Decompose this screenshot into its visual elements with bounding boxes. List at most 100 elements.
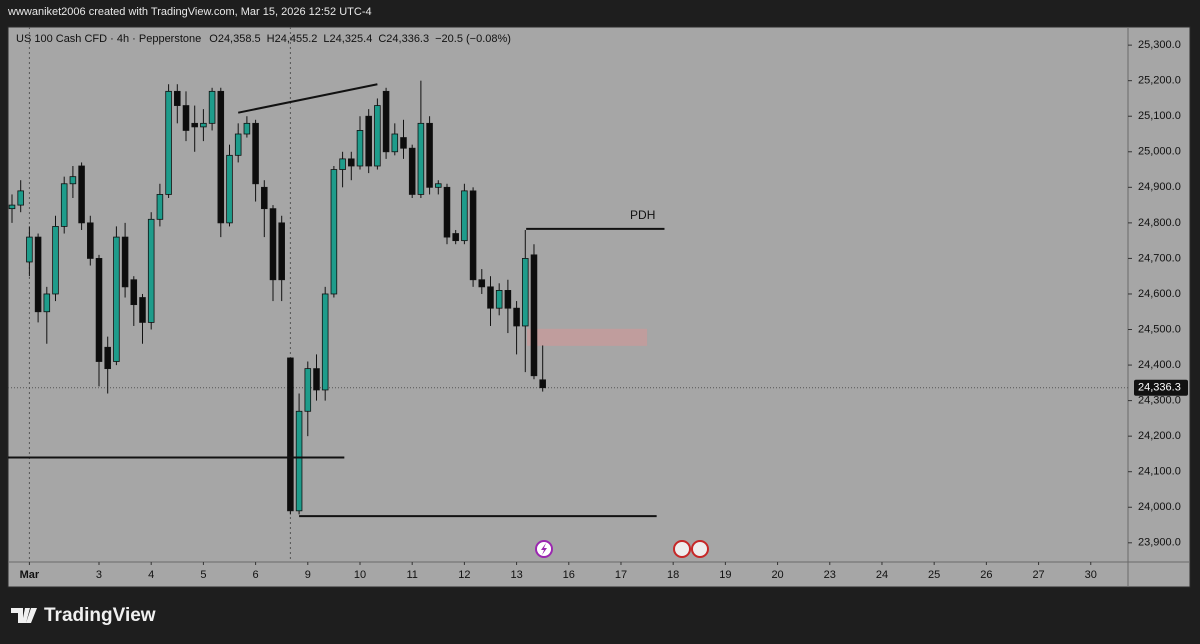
- y-tick-label: 24,500.0: [1138, 323, 1181, 335]
- legend-value: −20.5 (−0.08%): [435, 33, 511, 45]
- x-tick-label: 20: [771, 569, 783, 581]
- y-tick-label: 25,200.0: [1138, 75, 1181, 87]
- x-tick-label: 4: [148, 569, 154, 581]
- x-tick-label: 18: [667, 569, 679, 581]
- legend-value: C24,336.3: [378, 33, 429, 45]
- legend-value: H24,455.2: [267, 33, 318, 45]
- candle-body: [478, 279, 486, 288]
- candle-body: [208, 90, 216, 124]
- candle-body: [34, 236, 42, 313]
- x-tick-label: 9: [305, 569, 311, 581]
- candle-body: [191, 122, 198, 128]
- x-tick-label: 11: [406, 569, 417, 581]
- y-tick-label: 25,300.0: [1138, 39, 1181, 51]
- candle-body: [69, 176, 77, 185]
- candle-body: [226, 154, 233, 224]
- candle-body: [374, 105, 381, 167]
- candle-body: [104, 346, 111, 370]
- legend-value: L24,325.4: [323, 33, 372, 45]
- candle-body: [487, 286, 494, 309]
- candle-body: [356, 130, 364, 167]
- candle-body: [130, 279, 138, 306]
- candle-body: [330, 169, 338, 295]
- candle-body: [321, 293, 329, 391]
- y-tick-label: 24,300.0: [1138, 395, 1181, 407]
- x-tick-label: 16: [563, 569, 575, 581]
- x-tick-label: 13: [510, 569, 522, 581]
- candle-body: [139, 297, 146, 323]
- candle-body: [365, 115, 372, 167]
- candle-body: [147, 218, 155, 323]
- y-tick-label: 25,100.0: [1138, 110, 1181, 122]
- candle-body: [252, 122, 259, 185]
- candle-body: [313, 368, 320, 391]
- candle-body: [295, 410, 303, 512]
- candle-body: [8, 204, 16, 210]
- candle-body: [348, 158, 355, 167]
- candle-body: [17, 190, 24, 206]
- y-tick-label: 23,900.0: [1138, 537, 1181, 549]
- candle-body: [426, 122, 433, 188]
- drawn-line: [237, 83, 378, 114]
- x-tick-label: 25: [928, 569, 940, 581]
- x-tick-label: 26: [980, 569, 992, 581]
- y-tick-label: 25,000.0: [1138, 146, 1181, 158]
- candle-body: [243, 122, 251, 135]
- candle-body: [339, 158, 346, 170]
- candle-body: [87, 222, 94, 259]
- y-tick-label: 24,900.0: [1138, 181, 1181, 193]
- candle-body: [539, 379, 546, 389]
- x-tick-label: 17: [615, 569, 627, 581]
- candle-body: [530, 254, 538, 377]
- y-tick-label: 24,400.0: [1138, 359, 1181, 371]
- candle-body: [234, 133, 242, 156]
- candle-body: [165, 90, 172, 195]
- candle-body: [269, 208, 277, 281]
- candle-body: [121, 236, 129, 288]
- candle-body: [174, 90, 181, 106]
- x-tick-label: 19: [719, 569, 731, 581]
- x-tick-label: 6: [253, 569, 259, 581]
- candle-body: [382, 90, 390, 153]
- candle-body: [452, 233, 459, 242]
- candle-body: [43, 293, 51, 313]
- y-tick-label: 24,200.0: [1138, 430, 1181, 442]
- x-tick-label: 5: [200, 569, 206, 581]
- x-tick-label: 3: [96, 569, 102, 581]
- candle-body: [304, 368, 312, 412]
- x-tick-label: 27: [1032, 569, 1044, 581]
- x-tick-label: 23: [824, 569, 836, 581]
- candle-body: [261, 186, 268, 210]
- candle-body: [408, 147, 416, 195]
- candle-body: [26, 236, 33, 263]
- x-tick-label: 24: [876, 569, 888, 581]
- candle-body: [78, 165, 85, 224]
- x-tick-label: 30: [1085, 569, 1097, 581]
- candle-body: [495, 290, 503, 309]
- candle-body: [417, 122, 425, 195]
- candle-body: [504, 290, 512, 309]
- candle-body: [217, 90, 225, 224]
- brand: TradingView: [44, 605, 156, 626]
- y-tick-label: 24,100.0: [1138, 466, 1181, 478]
- x-tick-label: 10: [354, 569, 366, 581]
- candle-body: [52, 226, 59, 295]
- candle-body: [400, 137, 407, 149]
- candle-body: [522, 258, 529, 327]
- candle-body: [435, 183, 442, 188]
- last-price-label: 24,336.3: [1138, 382, 1181, 394]
- candle-body: [443, 186, 451, 238]
- legend-value: O24,358.5: [209, 33, 260, 45]
- candle-body: [461, 190, 468, 242]
- x-tick-label: 12: [458, 569, 470, 581]
- y-tick-label: 24,800.0: [1138, 217, 1181, 229]
- event-icons: [535, 540, 709, 558]
- annotation: PDH: [630, 208, 655, 222]
- y-tick-label: 24,000.0: [1138, 501, 1181, 513]
- candle-body: [513, 307, 520, 327]
- attribution: wwwaniket2006 created with TradingView.c…: [7, 6, 372, 18]
- brand-logo: [11, 608, 37, 623]
- candle-body: [391, 133, 399, 153]
